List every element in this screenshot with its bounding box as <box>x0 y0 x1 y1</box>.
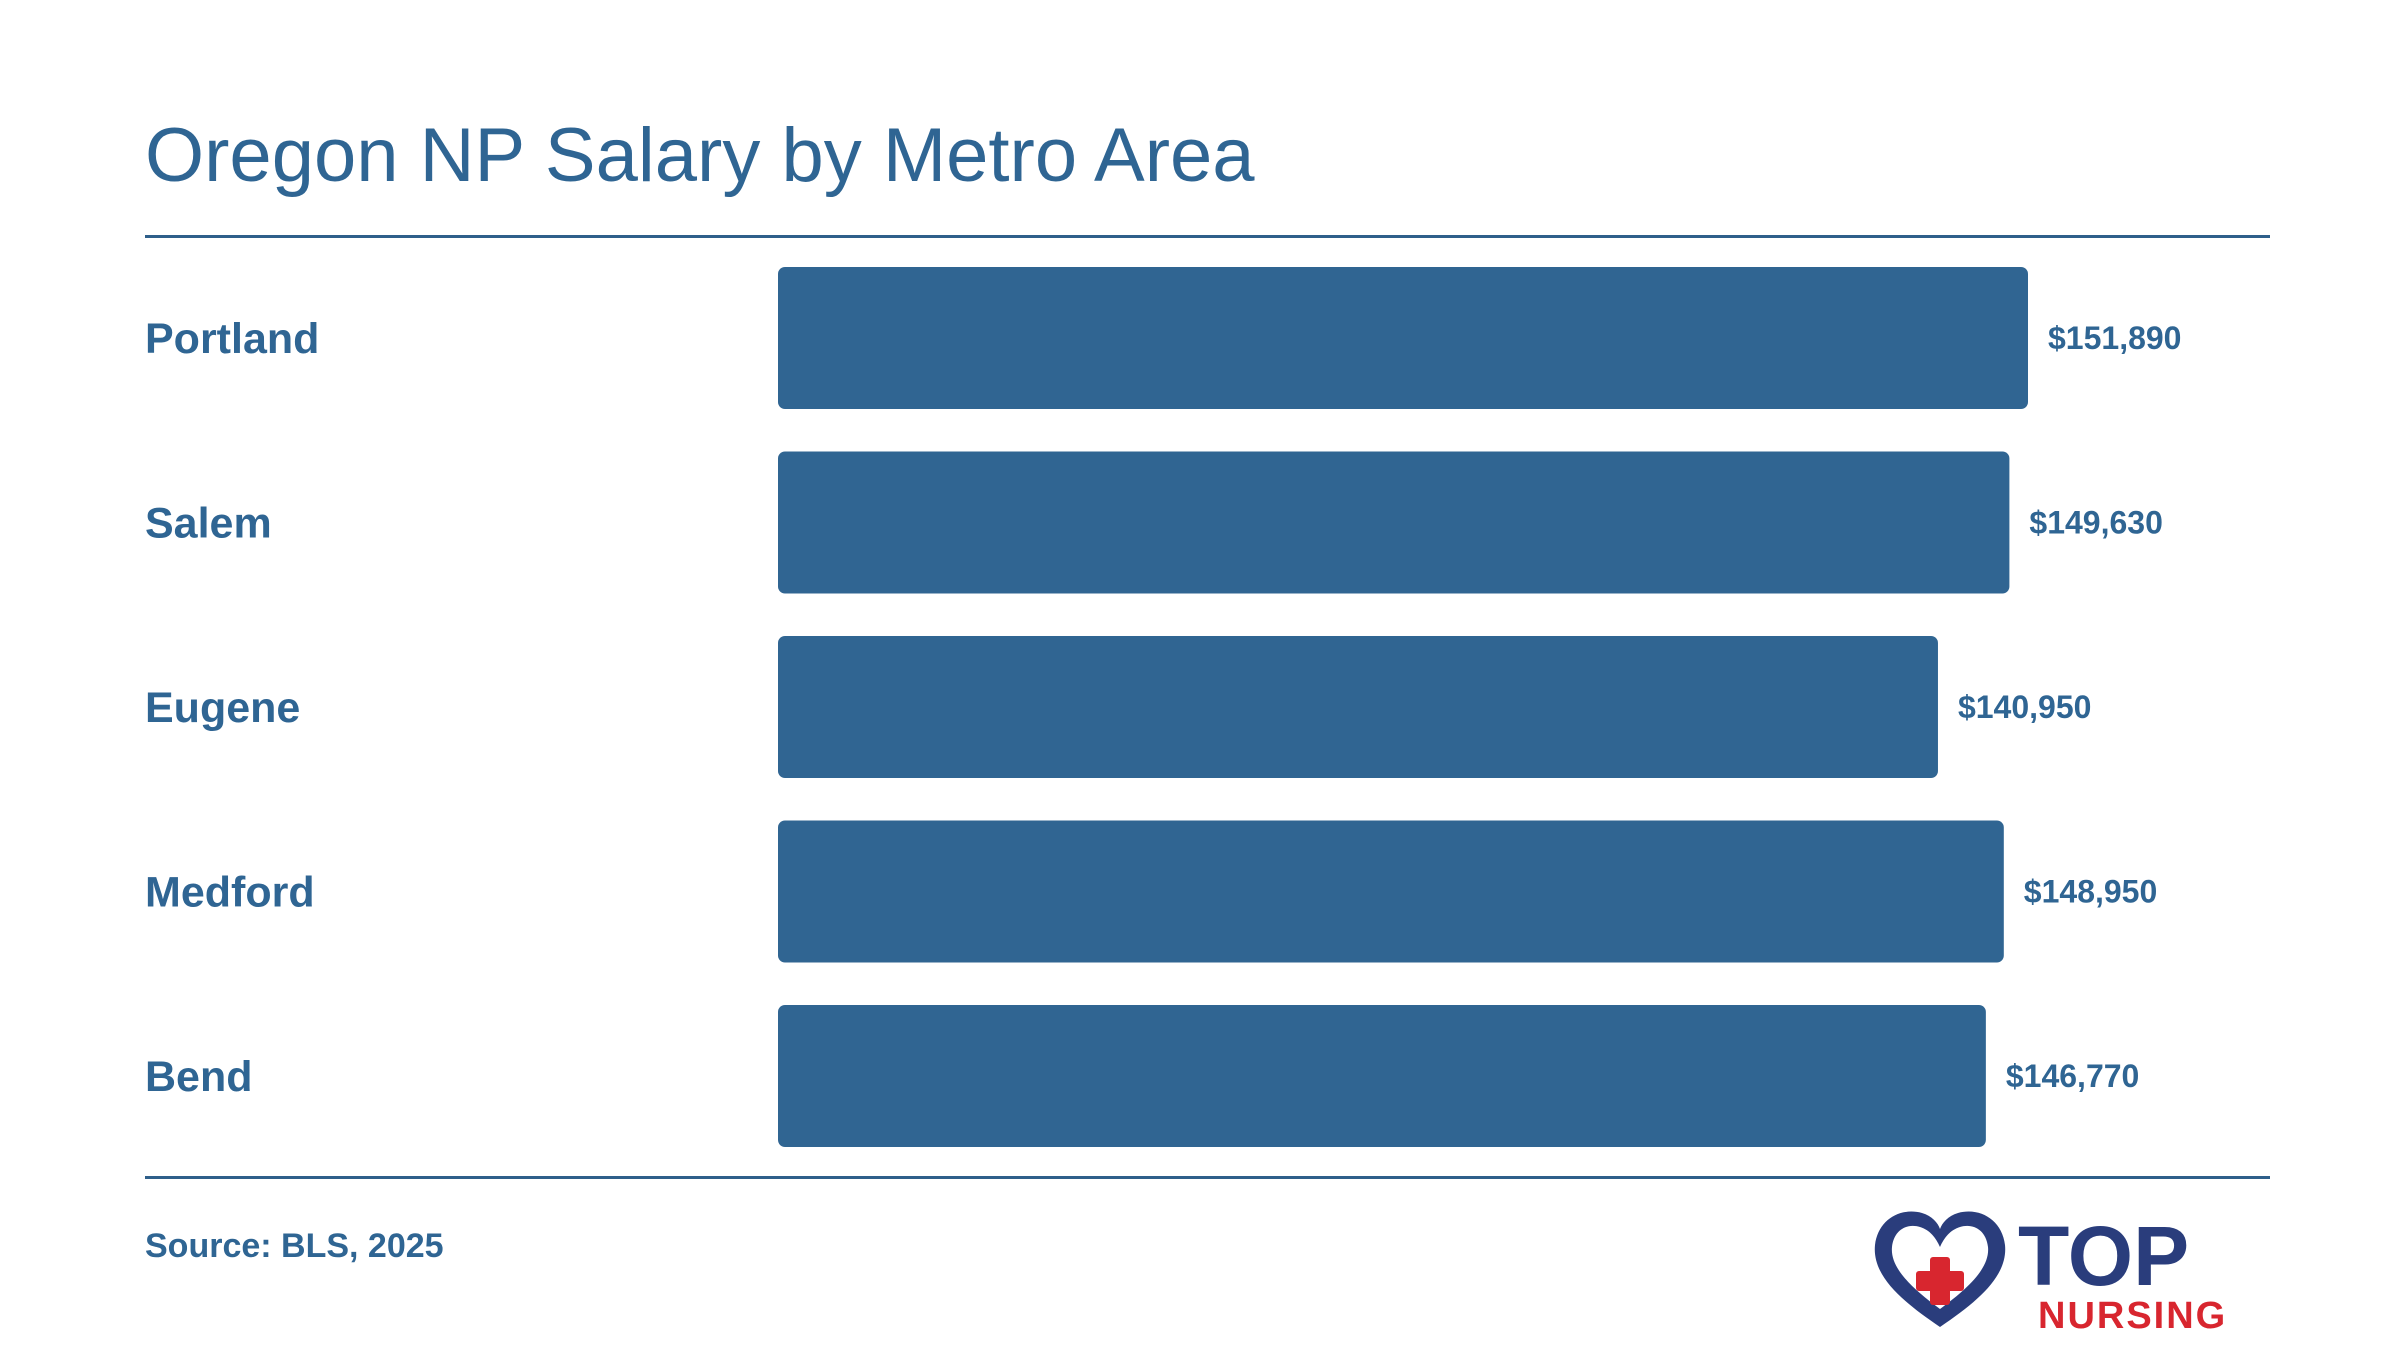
top-divider <box>145 235 2270 238</box>
category-label-eugene: Eugene <box>145 684 300 732</box>
value-label-bend: $146,770 <box>2006 1058 2139 1094</box>
category-label-bend: Bend <box>145 1053 253 1101</box>
category-label-portland: Portland <box>145 315 319 363</box>
heart-cross-icon <box>1874 1211 2006 1327</box>
value-label-eugene: $140,950 <box>1958 689 2091 725</box>
value-label-salem: $149,630 <box>2029 505 2162 541</box>
logo-text-top: TOP <box>2018 1209 2189 1303</box>
value-label-portland: $151,890 <box>2048 320 2181 356</box>
logo-text-bottom: NURSING <box>2038 1295 2227 1335</box>
bar-salem <box>778 451 2010 594</box>
bottom-divider <box>145 1176 2270 1179</box>
bar-medford <box>778 820 2004 963</box>
value-label-medford: $148,950 <box>2024 874 2157 910</box>
bar-portland <box>778 267 2028 409</box>
source-note: Source: BLS, 2025 <box>145 1227 444 1265</box>
category-label-medford: Medford <box>145 869 315 917</box>
bar-bend <box>778 1005 1986 1147</box>
top-nursing-logo: TOP NURSING <box>1870 1205 2270 1335</box>
chart-title: Oregon NP Salary by Metro Area <box>145 113 1255 198</box>
bar-eugene <box>778 636 1938 778</box>
category-label-salem: Salem <box>145 500 272 548</box>
